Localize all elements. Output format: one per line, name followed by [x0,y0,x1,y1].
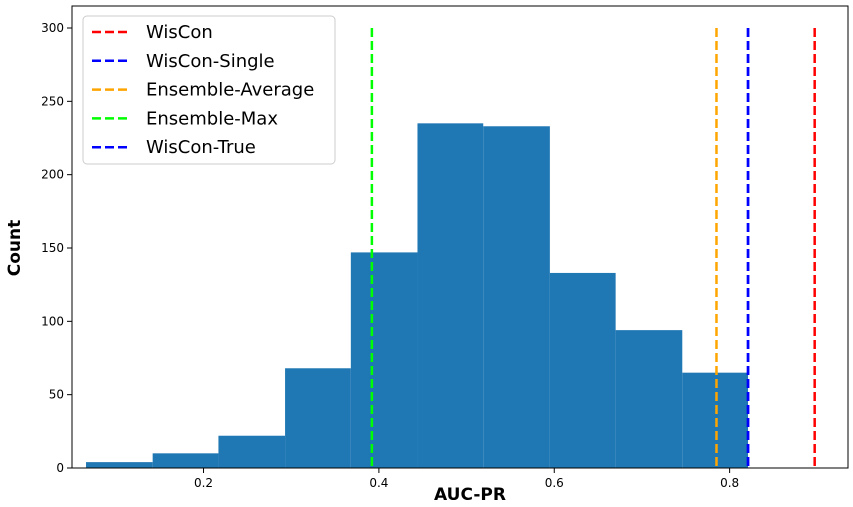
x-axis: 0.2 0.4 0.6 0.8 [194,468,739,490]
histogram-bar [86,462,153,468]
legend-label: WisCon-True [146,137,256,158]
histogram-bar [350,252,418,468]
plot-area-frame [71,5,849,469]
reference-lines [370,28,816,468]
y-tick-label: 150 [41,241,64,255]
legend-label: Ensemble-Average [146,80,314,101]
y-tick-label: 200 [41,168,64,182]
y-tick-label: 0 [56,461,64,475]
legend-box [82,15,336,165]
x-tick-label: 0.8 [720,476,739,490]
y-axis-label: Count [5,220,25,277]
legend-label: WisCon-Single [146,51,275,72]
y-tick-label: 100 [41,314,64,328]
histogram-bar [285,368,351,468]
legend-label: WisCon [146,22,213,43]
x-tick-label: 0.2 [194,476,213,490]
histogram-bars [86,123,749,469]
x-tick-label: 0.4 [369,476,388,490]
x-tick-label: 0.6 [545,476,564,490]
histogram-bar [417,123,484,468]
histogram-bar [615,330,683,468]
legend: WisCon WisCon-Single Ensemble-Average Ensem… [82,15,336,165]
histogram-bar [682,372,749,468]
histogram-bar [218,435,286,468]
y-tick-label: 50 [49,388,64,402]
histogram-bar [483,126,550,469]
legend-label: Ensemble-Max [146,108,278,129]
histogram-bar [152,453,219,468]
y-axis: 0 50 100 150 200 250 300 [41,21,72,475]
histogram-bar [549,272,616,468]
y-tick-label: 250 [41,94,64,108]
x-axis-label: AUC-PR [434,485,506,505]
y-tick-label: 300 [41,21,64,35]
